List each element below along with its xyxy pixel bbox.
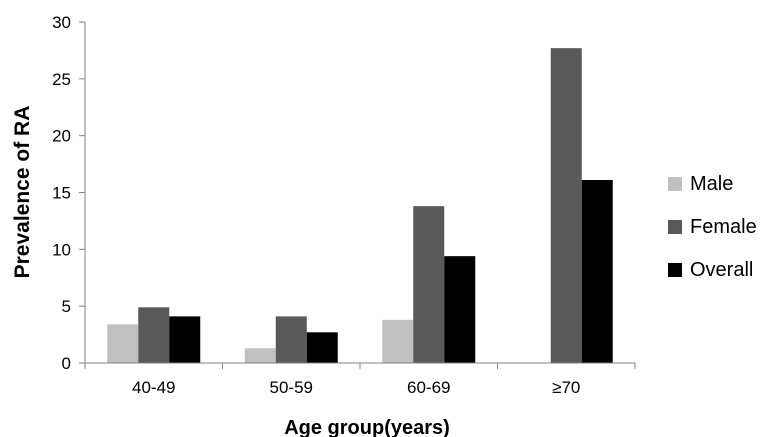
bar-overall-1 [307,332,338,363]
legend: Male Female Overall [668,172,757,301]
legend-label: Overall [690,258,753,282]
bar-female-2 [413,206,444,363]
y-tick-label: 20 [52,127,71,146]
x-tick-label: 60-69 [407,378,450,397]
legend-swatch [668,220,682,234]
bar-female-0 [138,307,169,363]
legend-item-overall: Overall [668,258,757,282]
y-axis-title: Prevalence of RA [11,106,34,279]
x-axis-title: Age group(years) [284,417,450,437]
bar-female-3 [551,48,582,363]
x-axis: 40-49 50-59 60-69 ≥70 [85,363,635,397]
y-tick-label: 10 [52,240,71,259]
legend-item-male: Male [668,172,757,196]
legend-label: Male [690,172,733,196]
bar-overall-0 [169,316,200,363]
y-tick-label: 15 [52,184,71,203]
plot-area [107,48,613,363]
bar-male-0 [107,324,138,363]
y-tick-label: 0 [62,354,71,373]
y-tick-label: 30 [52,13,71,32]
legend-swatch [668,177,682,191]
x-tick-label: 40-49 [132,378,175,397]
legend-label: Female [690,215,757,239]
legend-item-female: Female [668,215,757,239]
y-axis: 0 5 10 15 20 25 30 [52,13,85,373]
y-tick-label: 25 [52,70,71,89]
bar-overall-2 [444,256,475,363]
legend-swatch [668,263,682,277]
bar-male-1 [245,348,276,363]
x-tick-label: 50-59 [270,378,313,397]
x-tick-label: ≥70 [552,378,580,397]
y-tick-label: 5 [62,297,71,316]
bar-overall-3 [582,180,613,363]
bar-female-1 [276,316,307,363]
bar-male-2 [382,320,413,363]
